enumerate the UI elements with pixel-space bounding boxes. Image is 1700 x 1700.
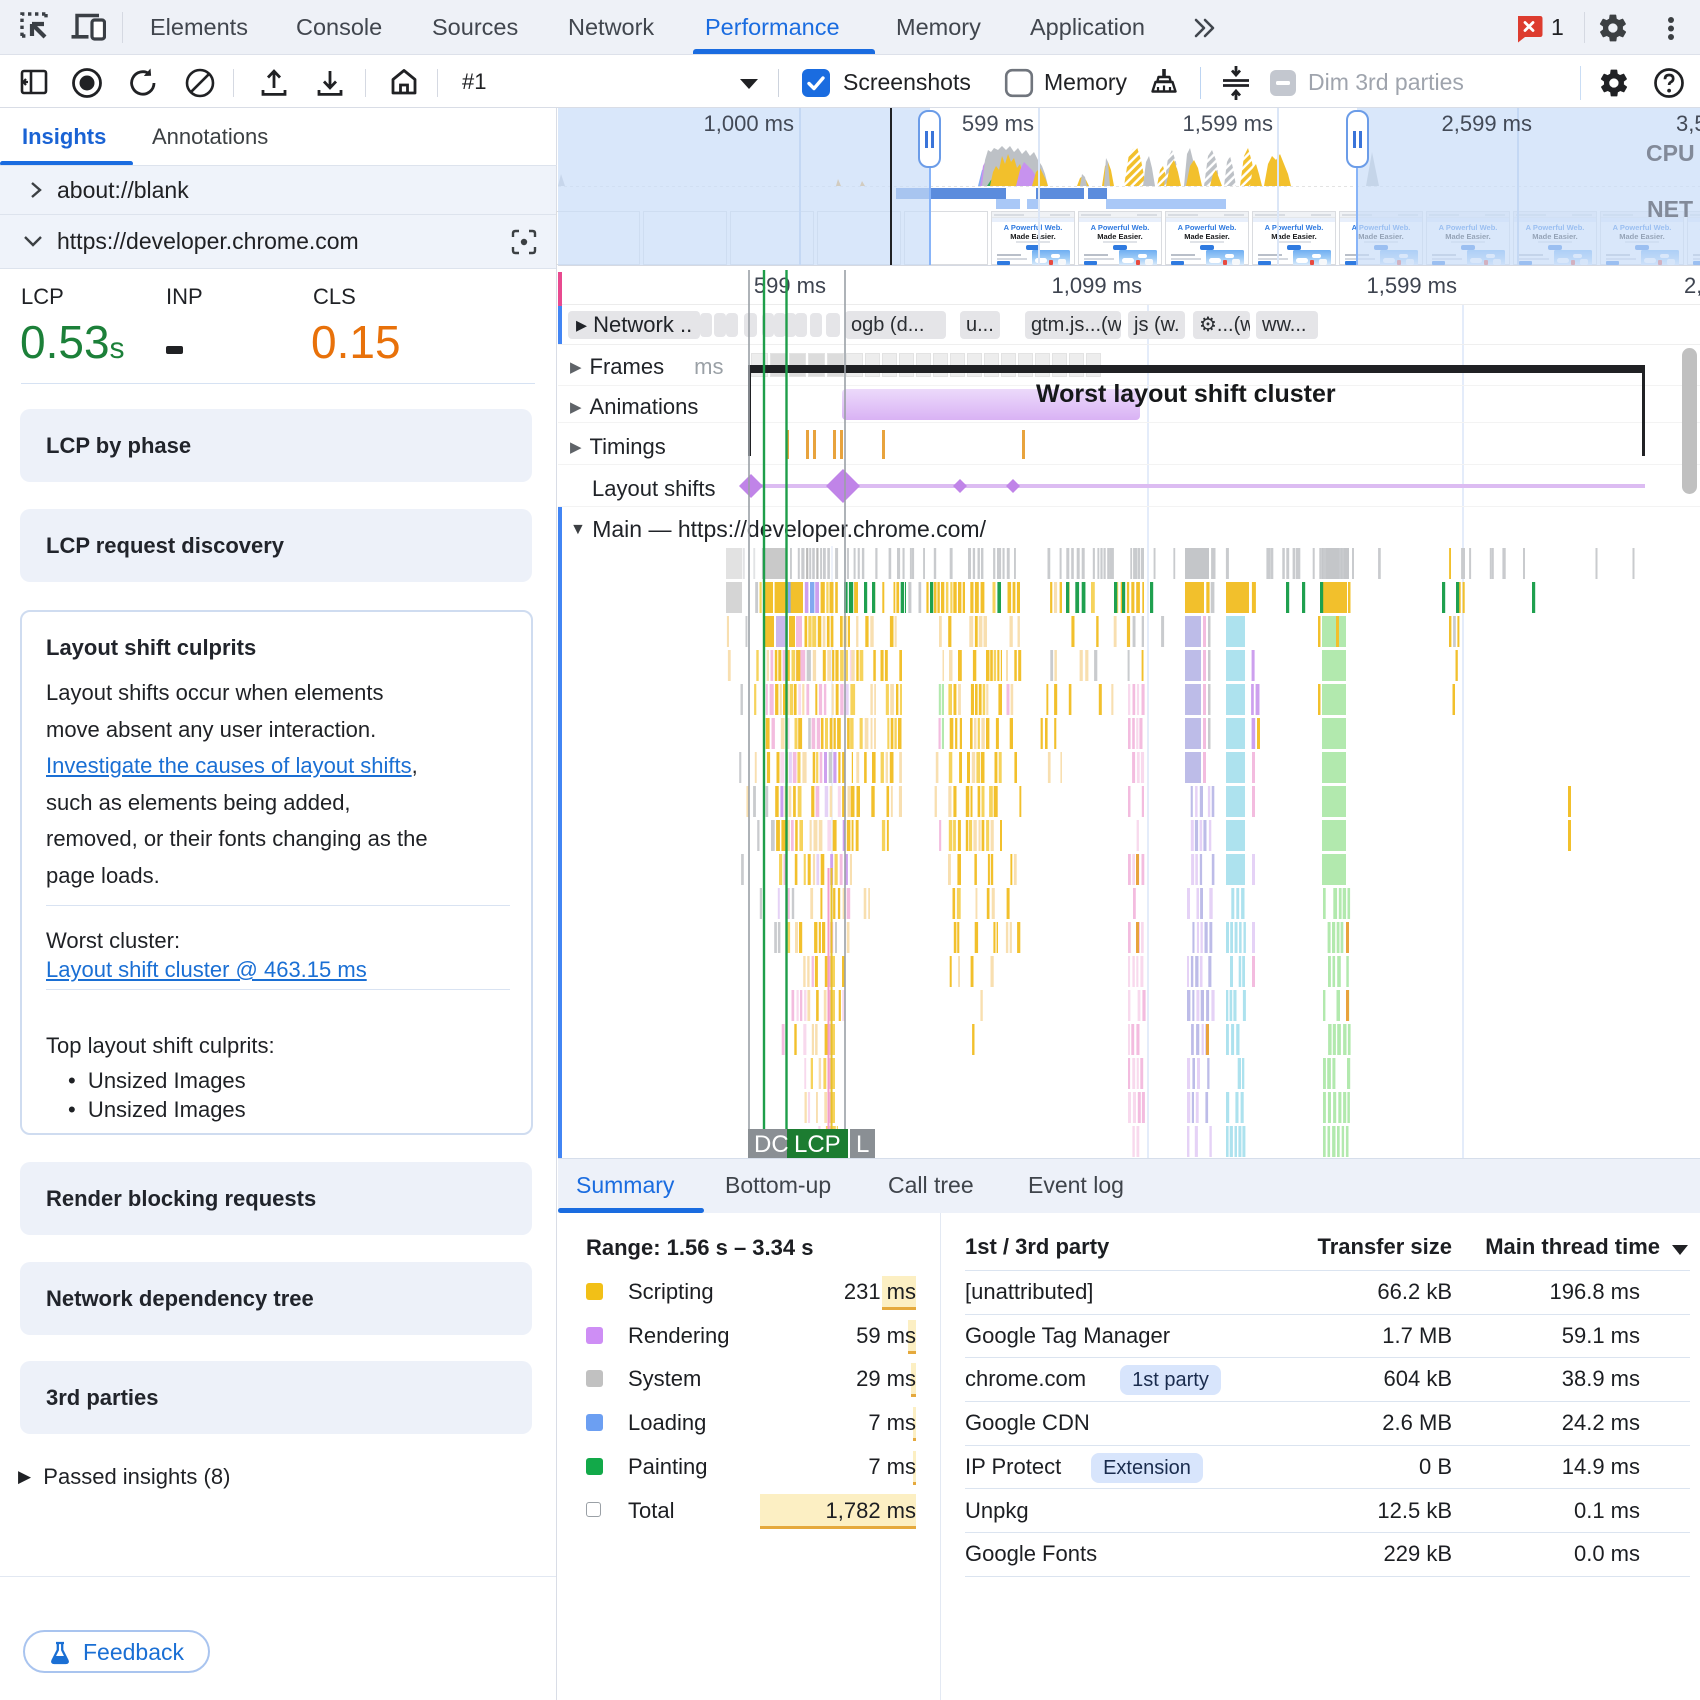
svg-text:LCP: LCP xyxy=(794,1131,841,1158)
svg-text:L: L xyxy=(856,1131,869,1158)
svg-text:DC: DC xyxy=(754,1131,789,1158)
